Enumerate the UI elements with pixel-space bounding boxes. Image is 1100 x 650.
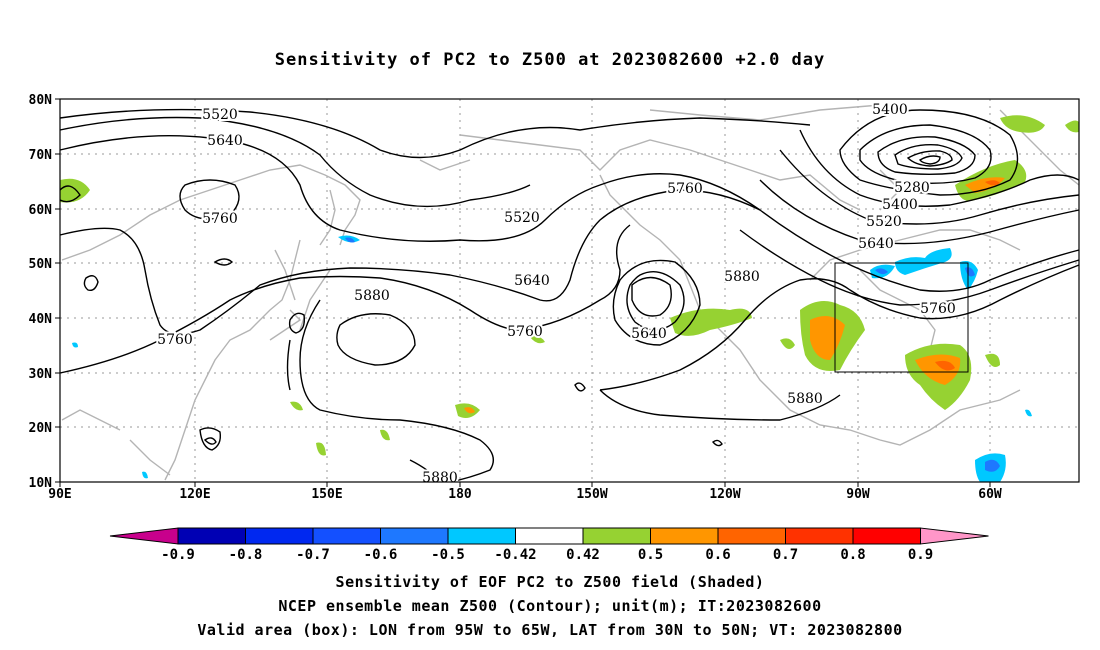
contour-label: 5640 [631, 326, 667, 342]
contour-label: 5520 [866, 214, 902, 230]
colorbar: -0.9 -0.8 -0.7 -0.6 -0.5 -0.42 0.42 0.5 0.6 0.7 0.… [109, 527, 989, 563]
lon-label: 120E [179, 487, 210, 502]
colorbar-swatch [650, 527, 719, 545]
map-panel: 5520 5640 5760 5520 5640 5760 5880 5760 … [59, 98, 1080, 488]
lon-label: 90E [48, 487, 71, 502]
lon-label: 180 [448, 487, 472, 502]
chart-title: Sensitivity of PC2 to Z500 at 2023082600… [274, 50, 826, 70]
contour-label: 5640 [207, 133, 243, 149]
colorbar-swatch [447, 527, 516, 545]
contour-label: 5400 [872, 102, 908, 118]
colorbar-swatch [852, 527, 921, 545]
lat-label: 20N [29, 421, 53, 436]
contour-label: 5520 [202, 107, 238, 123]
colorbar-swatch [380, 527, 449, 545]
shaded-sensitivity [60, 115, 1079, 482]
colorbar-tick-label: 0.5 [638, 547, 663, 563]
contour-label-group: 5520 5640 5760 5520 5640 5760 5880 5760 … [155, 100, 958, 488]
colorbar-extend-low [109, 527, 179, 545]
contour-label: 5880 [354, 288, 390, 304]
lon-label: 150W [576, 487, 607, 502]
lat-label: 50N [29, 257, 53, 272]
colorbar-tick-label: -0.8 [229, 547, 263, 563]
colorbar-swatch [177, 527, 246, 545]
lon-label: 150E [311, 487, 342, 502]
contour-label: 5880 [787, 391, 823, 407]
contour-label: 5280 [894, 180, 930, 196]
caption-line-3: Valid area (box): LON from 95W to 65W, L… [197, 621, 903, 639]
colorbar-tick-label: 0.7 [773, 547, 798, 563]
lat-label: 40N [29, 312, 53, 327]
caption-line-1: Sensitivity of EOF PC2 to Z500 field (Sh… [335, 573, 765, 591]
colorbar-swatch [582, 527, 651, 545]
colorbar-swatch [245, 527, 314, 545]
colorbar-tick-label: 0.6 [705, 547, 730, 563]
lon-label: 60W [978, 487, 1002, 502]
map-frame [59, 98, 1080, 483]
colorbar-tick-label: 0.9 [908, 547, 933, 563]
contour-label: 5520 [504, 210, 540, 226]
contour-label: 5760 [920, 301, 956, 317]
contour-label: 5760 [157, 332, 193, 348]
colorbar-tick-label: -0.9 [161, 547, 195, 563]
lat-label: 30N [29, 367, 53, 382]
colorbar-extend-high [920, 527, 989, 545]
lat-label: 10N [29, 476, 53, 491]
contour-label: 5880 [724, 269, 760, 285]
colorbar-swatch [515, 527, 584, 545]
axis-ticks [55, 98, 991, 487]
lat-label: 70N [29, 148, 53, 163]
colorbar-swatch [717, 527, 786, 545]
lat-labels: 80N 70N 60N 50N 40N 30N 20N 10N [29, 93, 53, 491]
lon-label: 90W [846, 487, 870, 502]
colorbar-swatch [312, 527, 381, 545]
colorbar-tick-label: -0.5 [431, 547, 465, 563]
contour-label: 5400 [882, 197, 918, 213]
colorbar-tick-label: 0.8 [840, 547, 865, 563]
z500-contours [59, 108, 1080, 483]
contour-label: 5760 [507, 324, 543, 340]
lon-label: 120W [709, 487, 740, 502]
contour-label: 5640 [514, 273, 550, 289]
colorbar-tick-label: -0.7 [296, 547, 330, 563]
contour-label: 5760 [202, 211, 238, 227]
caption-line-2: NCEP ensemble mean Z500 (Contour); unit(… [278, 597, 822, 615]
colorbar-tick-label: 0.42 [566, 547, 600, 563]
lon-labels: 90E 120E 150E 180 150W 120W 90W 60W [48, 487, 1002, 502]
contour-label: 5880 [422, 470, 458, 486]
colorbar-tick-label: -0.42 [494, 547, 536, 563]
lat-label: 80N [29, 93, 53, 108]
lat-label: 60N [29, 203, 53, 218]
contour-label: 5640 [858, 236, 894, 252]
contour-label: 5760 [667, 181, 703, 197]
colorbar-tick-label: -0.6 [364, 547, 398, 563]
valid-area-box [834, 262, 969, 373]
colorbar-swatch [785, 527, 854, 545]
